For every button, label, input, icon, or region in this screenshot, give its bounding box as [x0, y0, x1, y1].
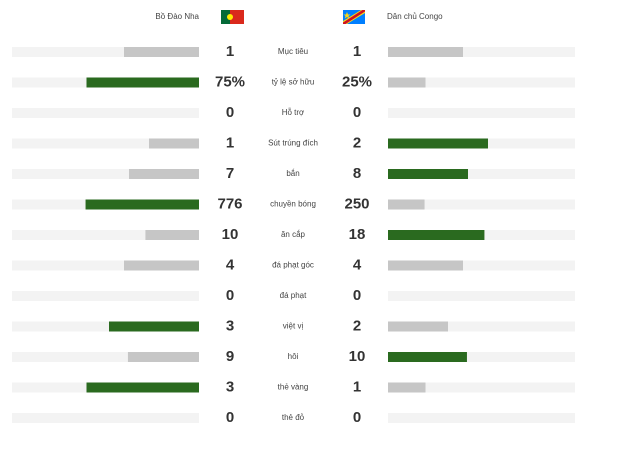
home-bar [129, 169, 199, 179]
home-value: 9 [226, 348, 234, 365]
home-bar [124, 260, 199, 271]
away-value: 8 [353, 165, 361, 182]
stat-label: hôi [288, 352, 299, 361]
away-track [388, 47, 575, 57]
away-bar [388, 230, 485, 240]
away-track [388, 352, 575, 362]
stat-label: việt vị [283, 322, 304, 331]
away-bar [388, 77, 426, 88]
away-value: 18 [349, 226, 366, 243]
stat-label: thẻ đỏ [282, 413, 305, 422]
away-value: 2 [353, 134, 361, 151]
home-bar [109, 321, 199, 332]
stat-label: thẻ vàng [278, 383, 309, 392]
away-value: 0 [353, 104, 361, 121]
home-track [12, 138, 199, 149]
away-bar [388, 47, 463, 57]
away-value: 25% [342, 73, 372, 90]
home-track [12, 291, 199, 301]
home-bar [86, 382, 199, 393]
away-track [388, 199, 575, 210]
stat-label: Sút trúng đích [268, 139, 318, 148]
away-bar [388, 199, 425, 210]
home-track [12, 352, 199, 362]
away-bar [388, 352, 467, 362]
home-track [12, 47, 199, 57]
stat-label: Hỗ trợ [282, 108, 305, 117]
home-bar [86, 77, 199, 88]
away-track [388, 291, 575, 301]
home-bar [85, 199, 199, 210]
home-bar [145, 230, 199, 240]
home-track [12, 169, 199, 179]
stat-label: chuyền bóng [270, 200, 316, 209]
home-flag [221, 10, 244, 24]
home-value: 0 [226, 409, 234, 426]
away-track [388, 413, 575, 423]
away-track [388, 321, 575, 332]
home-value: 776 [217, 195, 242, 212]
away-value: 1 [353, 378, 361, 395]
home-value: 3 [226, 378, 234, 395]
away-flag [343, 10, 365, 24]
home-value: 1 [226, 134, 234, 151]
home-bar [149, 138, 199, 149]
stat-label: bắn [286, 169, 299, 178]
home-bar [127, 352, 199, 362]
stat-label: đá phạt góc [272, 261, 314, 270]
home-track [12, 260, 199, 271]
home-track [12, 108, 199, 118]
home-team: Bồ Đào Nha [155, 12, 199, 21]
home-value: 0 [226, 104, 234, 121]
away-bar [388, 138, 488, 149]
away-bar [388, 260, 463, 271]
away-track [388, 260, 575, 271]
home-track [12, 230, 199, 240]
away-track [388, 169, 575, 179]
away-bar [388, 382, 426, 393]
away-value: 250 [344, 195, 369, 212]
away-track [388, 77, 575, 88]
home-track [12, 321, 199, 332]
home-value: 3 [226, 317, 234, 334]
away-value: 10 [349, 348, 366, 365]
away-value: 4 [353, 256, 362, 273]
home-value: 10 [222, 226, 239, 243]
away-value: 0 [353, 409, 361, 426]
stat-label: tỷ lệ sở hữu [272, 78, 315, 87]
home-value: 7 [226, 165, 234, 182]
away-track [388, 382, 575, 393]
away-value: 2 [353, 317, 361, 334]
stat-label: ăn cắp [281, 230, 306, 239]
home-track [12, 413, 199, 423]
home-value: 4 [226, 256, 235, 273]
home-value: 0 [226, 287, 234, 304]
away-value: 1 [353, 43, 361, 60]
stat-label: đá phạt [280, 291, 307, 300]
away-value: 0 [353, 287, 361, 304]
home-bar [124, 47, 199, 57]
away-bar [388, 321, 448, 332]
away-track [388, 108, 575, 118]
away-bar [388, 169, 468, 179]
stat-label: Mục tiêu [278, 47, 308, 56]
home-value: 75% [215, 73, 245, 90]
home-value: 1 [226, 43, 234, 60]
away-team: Dân chủ Congo [387, 12, 443, 21]
